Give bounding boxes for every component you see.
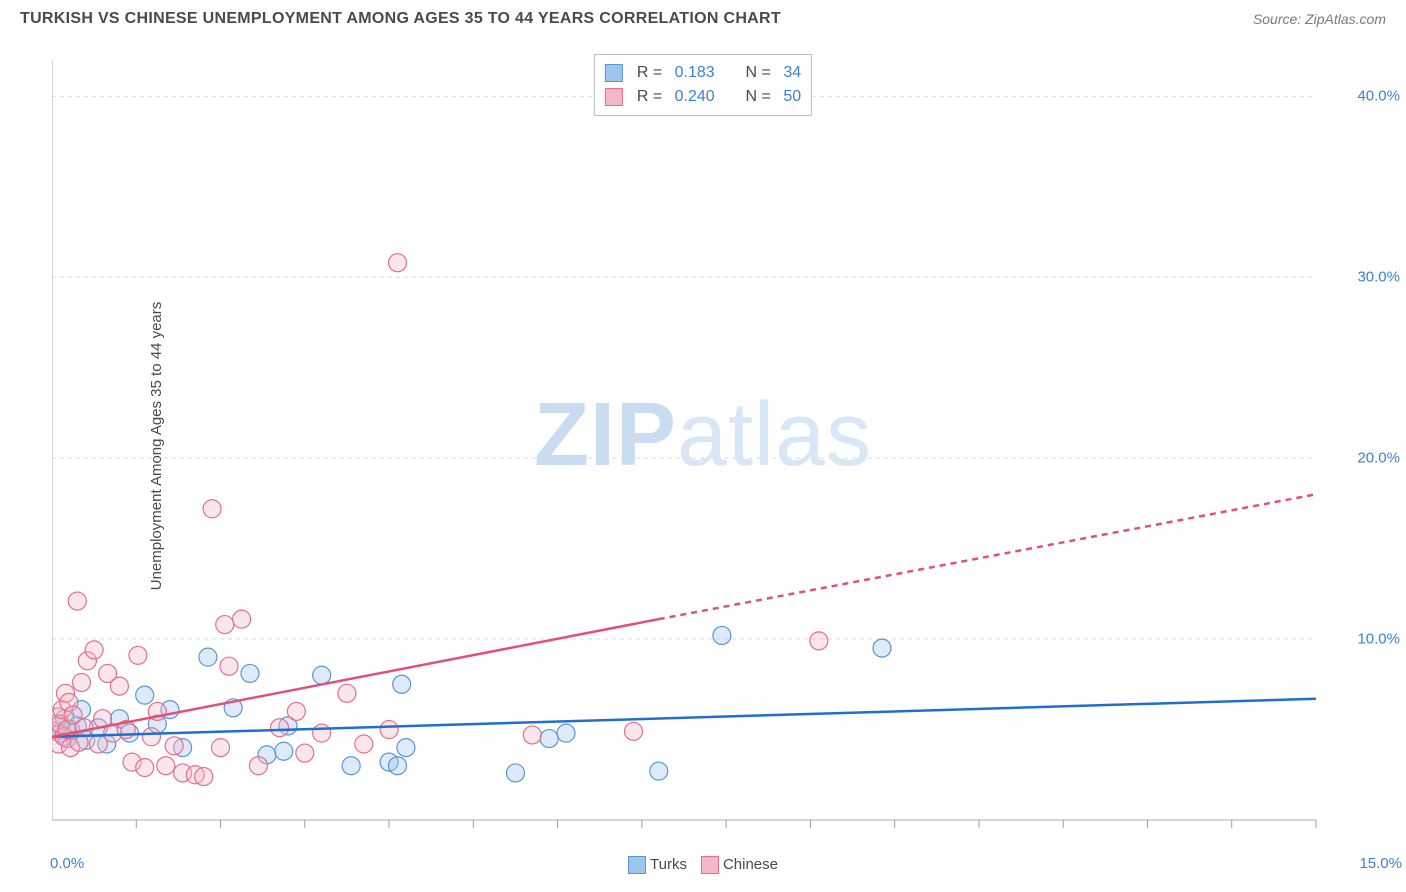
- scatter-plot: [52, 50, 1352, 840]
- n-value: 50: [783, 85, 801, 109]
- n-value: 34: [783, 61, 801, 85]
- x-origin-label: 0.0%: [50, 855, 84, 872]
- legend-label: Chinese: [723, 856, 778, 873]
- y-tick-label: 20.0%: [1357, 450, 1400, 467]
- correlation-row: R = 0.183 N = 34: [605, 61, 801, 85]
- data-point: [233, 610, 251, 628]
- r-label: R =: [637, 85, 667, 109]
- data-point: [338, 684, 356, 702]
- data-point: [313, 666, 331, 684]
- data-point: [275, 742, 293, 760]
- data-point: [85, 641, 103, 659]
- data-point: [380, 721, 398, 739]
- source-prefix: Source:: [1253, 11, 1305, 27]
- data-point: [212, 739, 230, 757]
- series-legend: Turks Chinese: [628, 856, 778, 874]
- data-point: [75, 719, 93, 737]
- data-point: [110, 677, 128, 695]
- data-point: [624, 722, 642, 740]
- data-point: [296, 744, 314, 762]
- data-point: [287, 702, 305, 720]
- legend-label: Turks: [650, 856, 687, 873]
- data-point: [810, 632, 828, 650]
- data-point: [557, 724, 575, 742]
- data-point: [129, 646, 147, 664]
- trend-line: [52, 619, 659, 737]
- data-point: [142, 728, 160, 746]
- legend-swatch: [628, 856, 646, 874]
- trend-line-extrapolated: [659, 494, 1316, 619]
- legend-item: Turks: [628, 856, 687, 874]
- data-point: [195, 768, 213, 786]
- source-attribution: Source: ZipAtlas.com: [1253, 11, 1386, 27]
- data-point: [713, 626, 731, 644]
- data-point: [540, 730, 558, 748]
- chart-title: TURKISH VS CHINESE UNEMPLOYMENT AMONG AG…: [20, 10, 781, 28]
- n-label: N =: [737, 61, 776, 85]
- data-point: [216, 616, 234, 634]
- data-point: [249, 757, 267, 775]
- correlation-legend: R = 0.183 N = 34R = 0.240 N = 50: [594, 54, 812, 116]
- data-point: [397, 739, 415, 757]
- data-point: [72, 673, 90, 691]
- data-point: [388, 254, 406, 272]
- y-tick-label: 10.0%: [1357, 631, 1400, 648]
- correlation-row: R = 0.240 N = 50: [605, 85, 801, 109]
- data-point: [136, 759, 154, 777]
- data-point: [393, 675, 411, 693]
- data-point: [873, 639, 891, 657]
- r-value: 0.240: [675, 85, 727, 109]
- data-point: [388, 757, 406, 775]
- data-point: [136, 686, 154, 704]
- data-point: [355, 735, 373, 753]
- chart-area: 10.0%20.0%30.0%40.0%: [52, 50, 1352, 840]
- x-max-label: 15.0%: [1359, 855, 1402, 872]
- r-label: R =: [637, 61, 667, 85]
- source-name: ZipAtlas.com: [1305, 11, 1386, 27]
- y-tick-label: 40.0%: [1357, 88, 1400, 105]
- data-point: [68, 592, 86, 610]
- r-value: 0.183: [675, 61, 727, 85]
- data-point: [506, 764, 524, 782]
- data-point: [203, 500, 221, 518]
- legend-item: Chinese: [701, 856, 778, 874]
- legend-swatch: [605, 88, 623, 106]
- data-point: [157, 757, 175, 775]
- data-point: [220, 657, 238, 675]
- legend-swatch: [605, 64, 623, 82]
- data-point: [313, 724, 331, 742]
- data-point: [650, 762, 668, 780]
- data-point: [241, 664, 259, 682]
- data-point: [342, 757, 360, 775]
- legend-swatch: [701, 856, 719, 874]
- data-point: [165, 737, 183, 755]
- n-label: N =: [737, 85, 776, 109]
- data-point: [199, 648, 217, 666]
- y-tick-label: 30.0%: [1357, 269, 1400, 286]
- data-point: [523, 726, 541, 744]
- data-point: [271, 719, 289, 737]
